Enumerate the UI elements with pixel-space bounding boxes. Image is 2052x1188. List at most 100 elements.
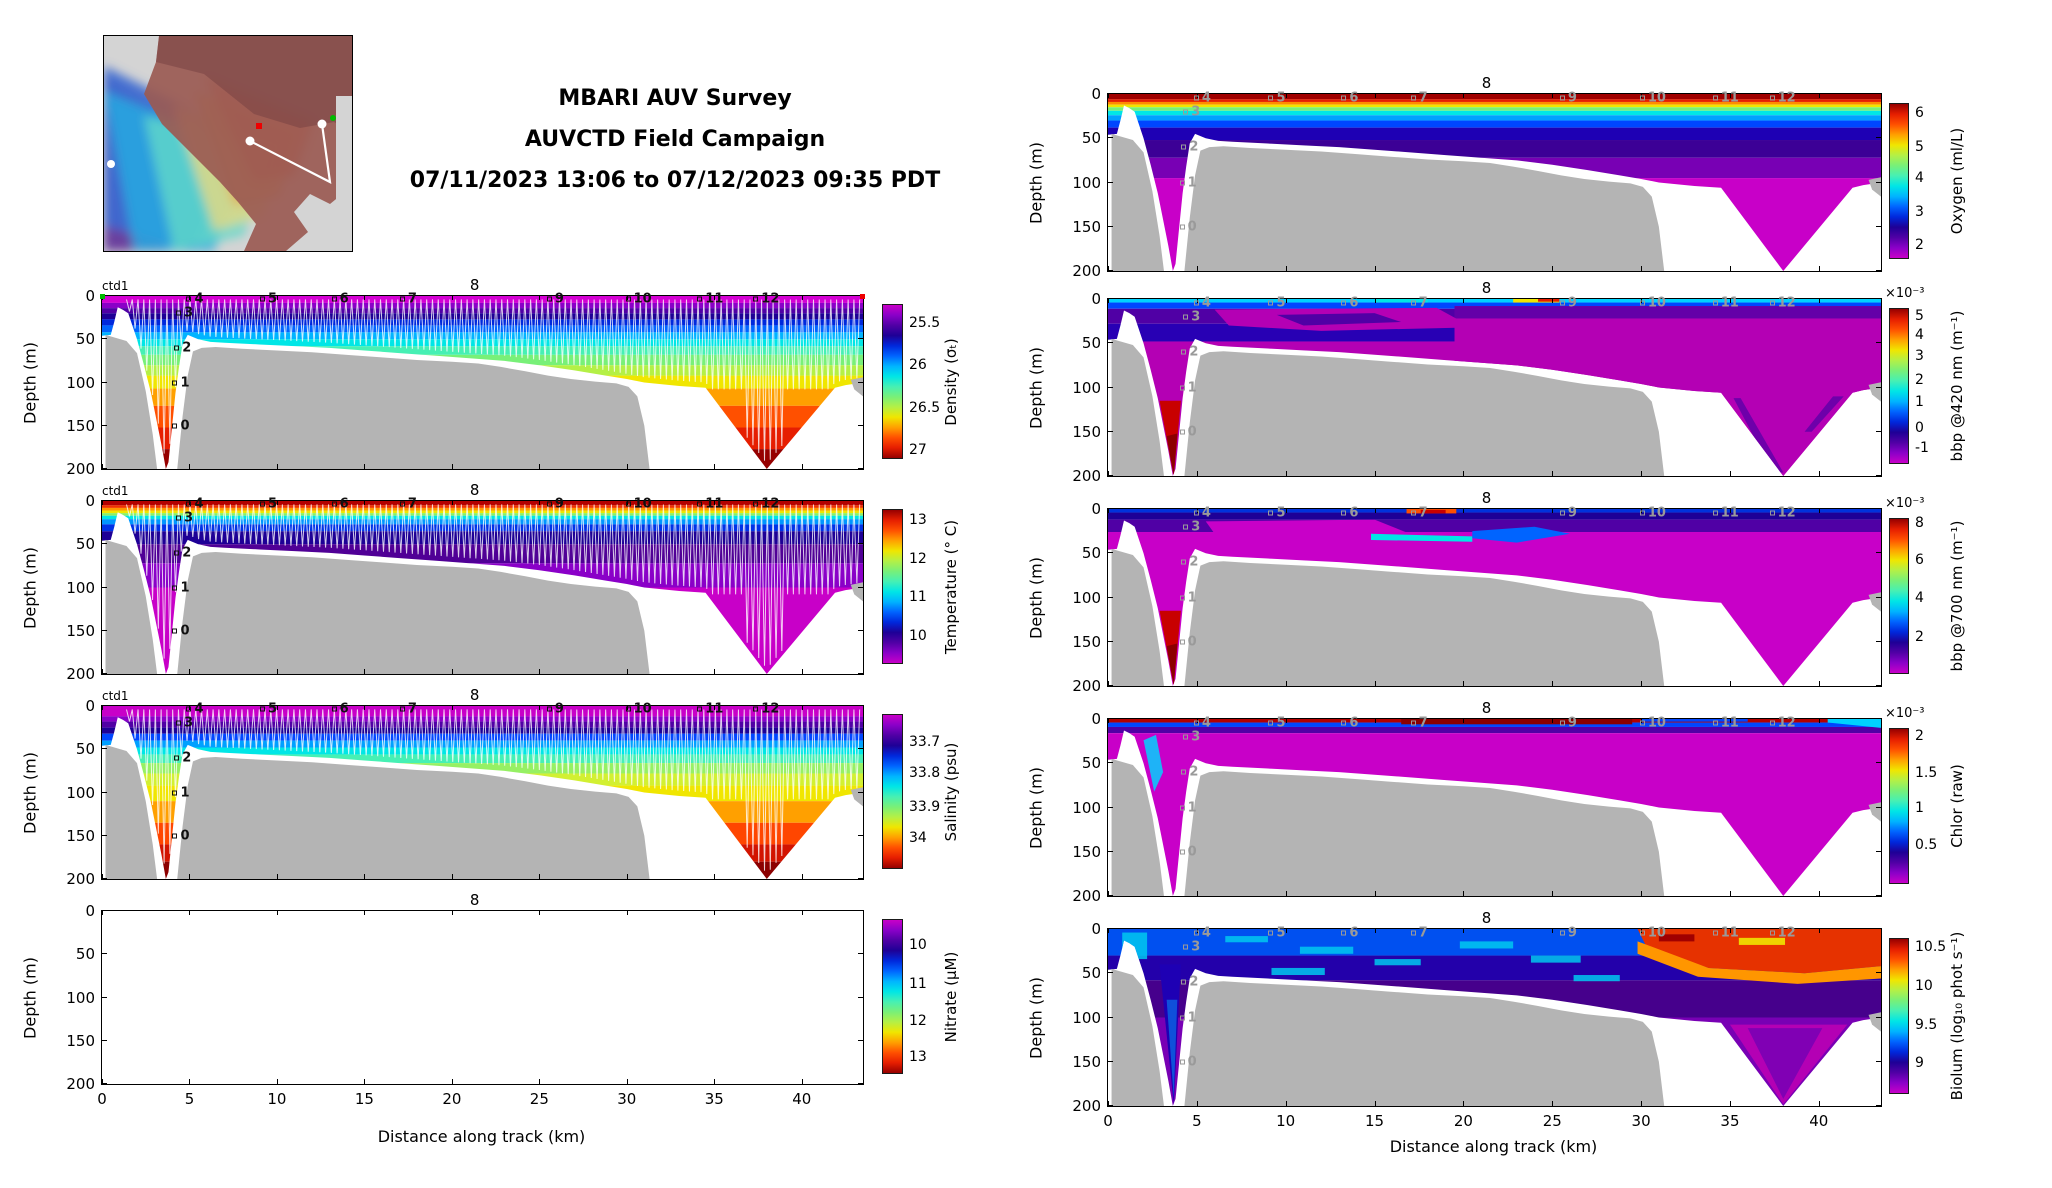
colorbar-tick-label: 10.5 [1915,939,1947,956]
bbp420-section-plot [1108,299,1881,476]
y-tick-label: 200 [1072,677,1101,695]
colorbar-tick-label: 5 [1915,138,1924,155]
y-tick-label: 150 [1072,842,1101,861]
oxygen-colorbar-title: Oxygen (ml/L) [1948,127,1966,235]
y-tick-label: 100 [1072,173,1101,192]
density-colorbar-gradient [882,304,903,459]
colorbar-tick-label: 6 [1915,105,1924,122]
x-tick-label: 20 [442,1090,462,1108]
y-tick-label: 200 [1072,887,1101,905]
y-tick-label: 150 [1072,217,1101,236]
colorbar-multiplier: ×10⁻³ [1885,706,1925,721]
x-tick-label: 15 [354,1090,374,1108]
y-tick-label: 50 [75,535,95,554]
y-tick-label: 150 [66,826,95,845]
y-tick-label: 200 [66,870,95,888]
top-axis-tick-label: 8 [469,481,480,499]
x-tick-label: 15 [1365,1112,1385,1130]
y-tick-label: 150 [66,621,95,640]
x-tick-label: 0 [97,1090,107,1108]
panel-nitrate: 0 50 100 150 200 Depth (m) 0 5 10 15 20 25 30 35 40 8 [21,891,864,1108]
y-tick-label: 0 [1091,85,1101,103]
bbp700-colorbar: 8 6 4 2 bbp @700 nm (m⁻¹) ×10⁻³ [1885,496,1966,674]
salinity-colorbar-title: Salinity (psu) [942,742,960,841]
colorbar-tick-label: 8 [1915,514,1924,531]
x-tick-label: 5 [1192,1112,1202,1130]
ctd1-label: ctd1 [102,484,129,498]
y-tick-label: 200 [1072,1097,1101,1115]
colorbar-tick-label: 11 [909,589,927,606]
y-axis-title: Depth (m) [20,956,40,1039]
y-tick-label: 50 [75,740,95,759]
y-tick-label: 200 [66,665,95,683]
colorbar-tick-label: 10 [909,628,927,645]
colorbar-tick-label: 2 [1915,236,1924,253]
colorbar-tick-label: 4 [1915,589,1924,606]
map-start-marker [256,123,262,129]
colorbar-tick-label: 34 [909,830,927,846]
title-line-3: 07/11/2023 13:06 to 07/12/2023 09:35 PDT [409,168,941,193]
x-tick-label: 25 [1542,1112,1562,1130]
colorbar-tick-label: 33.7 [909,733,941,750]
x-tick-label: 5 [184,1090,195,1108]
x-tick-label: 0 [1103,1112,1113,1130]
top-axis-tick-label: 8 [1481,699,1492,717]
top-axis-tick-label: 8 [1481,74,1492,92]
panel-chlor: 0 50 100 150 200 Depth (m) 8 0 1 2 3 4 5 6 7 9 10 11 12 [1027,699,1882,905]
salinity-section-plot [102,706,863,879]
colorbar-tick-label: -1 [1915,440,1929,457]
y-tick-label: 0 [1091,710,1101,728]
colorbar-tick-label: 13 [909,1048,927,1065]
y-tick-label: 150 [1072,632,1101,651]
colorbar-tick-label: 1 [1915,393,1924,410]
x-tick-label: 40 [1809,1112,1829,1130]
colorbar-tick-label: 27 [909,442,927,459]
colorbar-multiplier: ×10⁻³ [1885,496,1925,511]
top-axis-tick-label: 8 [469,686,480,704]
temperature-colorbar-title: Temperature (° C) [942,519,960,654]
biolum-colorbar: 10.5 10 9.5 9 Biolum (log₁₀ phot s⁻¹) [1889,932,1966,1100]
map-track-dot-1 [245,136,255,146]
y-tick-label: 50 [1081,544,1101,563]
y-tick-label: 150 [1072,1052,1101,1071]
oxygen-colorbar: 6 5 4 3 2 Oxygen (ml/L) [1889,103,1966,259]
y-axis-title: Depth (m) [20,546,40,629]
nitrate-colorbar-gradient [882,919,903,1074]
map-track-dot-3 [107,160,115,168]
y-tick-label: 100 [1072,1008,1101,1027]
y-tick-label: 100 [66,988,95,1007]
y-tick-label: 200 [1072,262,1101,280]
y-tick-label: 100 [66,783,95,802]
colorbar-tick-label: 4 [1915,169,1924,186]
bbp700-section-plot [1108,509,1881,686]
map-nodata-margin [336,96,352,251]
bbp420-colorbar-gradient [1889,308,1909,464]
colorbar-tick-label: 26.5 [909,399,941,416]
density-section-plot [102,296,863,469]
biolum-colorbar-gradient [1889,938,1909,1094]
density-colorbar: 25.5 26 26.5 27 Density (σₜ) [882,304,960,459]
x-tick-label: 20 [1453,1112,1473,1130]
colorbar-tick-label: 10 [909,937,927,954]
y-axis-title: Depth (m) [1026,766,1046,849]
bbp420-colorbar: 5 4 3 2 1 0 -1 bbp @420 nm (m⁻¹) ×10⁻³ [1885,286,1966,464]
map-track-dot-2 [317,119,327,129]
bbp700-colorbar-title: bbp @700 nm (m⁻¹) [1948,520,1966,672]
colorbar-tick-label: 33.9 [909,799,941,815]
y-tick-label: 0 [85,902,95,920]
x-tick-label: 30 [617,1090,637,1108]
y-axis-title: Depth (m) [1026,346,1046,429]
panel-bbp420: 0 50 100 150 200 Depth (m) 8 0 1 2 3 4 5 6 7 9 10 11 12 [1027,279,1882,485]
panel-density: 0 50 100 150 200 Depth (m) 8 ctd1 0 1 2 3 4 5 6 7 9 10 11 1… [21,276,865,478]
y-tick-label: 50 [1081,334,1101,353]
colorbar-tick-label: 25.5 [909,314,941,331]
y-tick-label: 50 [1081,964,1101,983]
colorbar-tick-label: 12 [909,1013,927,1030]
y-tick-label: 200 [1072,467,1101,485]
panel-bbp700: 0 50 100 150 200 Depth (m) 8 0 1 2 3 4 5 6 7 9 10 11 12 [1027,489,1882,695]
title-line-2: AUVCTD Field Campaign [524,127,826,152]
x-tick-label: 30 [1631,1112,1651,1130]
chlor-section-plot [1108,719,1881,896]
y-tick-label: 0 [85,492,95,510]
y-tick-label: 50 [75,330,95,349]
